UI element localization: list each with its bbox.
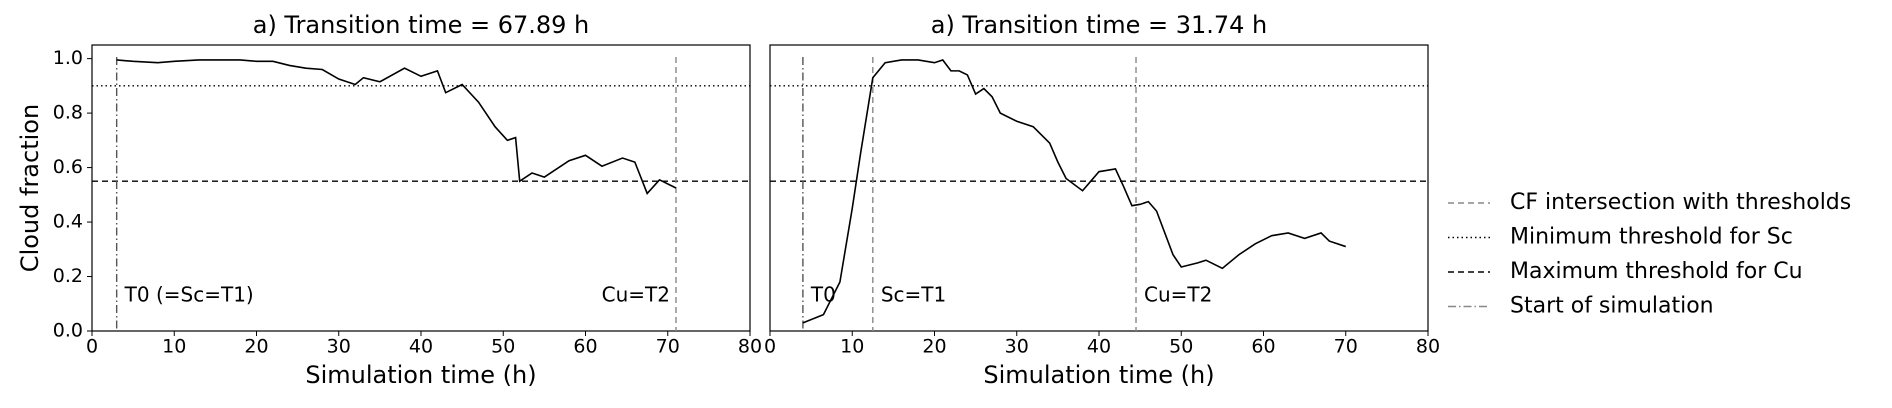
x-tick-label: 30 <box>327 336 351 358</box>
y-tick-label: 0.8 <box>53 102 83 124</box>
x-tick-label: 80 <box>1416 336 1440 358</box>
legend-label: Minimum threshold for Sc <box>1510 225 1793 250</box>
legend-label: Maximum threshold for Cu <box>1510 259 1803 284</box>
chart-title: a) Transition time = 67.89 h <box>253 11 590 39</box>
y-tick-label: 0.4 <box>53 211 83 233</box>
y-tick-label: 0.2 <box>53 265 83 287</box>
annotation: Cu=T2 <box>1144 283 1212 307</box>
x-tick-label: 70 <box>656 336 680 358</box>
y-tick-label: 1.0 <box>53 47 83 69</box>
y-axis-label: Cloud fraction <box>16 104 44 272</box>
legend-label: Start of simulation <box>1510 294 1714 319</box>
x-tick-label: 70 <box>1334 336 1358 358</box>
legend-label: CF intersection with thresholds <box>1510 190 1851 215</box>
annotation: Cu=T2 <box>602 283 670 307</box>
y-tick-label: 0.0 <box>53 320 83 342</box>
chart-title: a) Transition time = 31.74 h <box>931 11 1268 39</box>
data-line <box>802 59 1347 324</box>
x-tick-label: 20 <box>244 336 268 358</box>
x-tick-label: 0 <box>764 336 776 358</box>
x-tick-label: 30 <box>1005 336 1029 358</box>
x-axis-label: Simulation time (h) <box>305 361 536 389</box>
x-tick-label: 60 <box>573 336 597 358</box>
x-tick-label: 50 <box>1169 336 1193 358</box>
x-tick-label: 20 <box>922 336 946 358</box>
x-tick-label: 40 <box>409 336 433 358</box>
x-tick-label: 10 <box>162 336 186 358</box>
x-tick-label: 80 <box>738 336 762 358</box>
x-tick-label: 0 <box>86 336 98 358</box>
plot-frame <box>769 44 1429 332</box>
x-tick-label: 60 <box>1251 336 1275 358</box>
annotation: T0 (=Sc=T1) <box>124 283 254 307</box>
annotation: Sc=T1 <box>881 283 946 307</box>
x-tick-label: 50 <box>491 336 515 358</box>
annotation: T0 <box>810 283 836 307</box>
x-tick-label: 10 <box>840 336 864 358</box>
x-axis-label: Simulation time (h) <box>983 361 1214 389</box>
x-tick-label: 40 <box>1087 336 1111 358</box>
data-line <box>116 59 677 195</box>
y-tick-label: 0.6 <box>53 156 83 178</box>
